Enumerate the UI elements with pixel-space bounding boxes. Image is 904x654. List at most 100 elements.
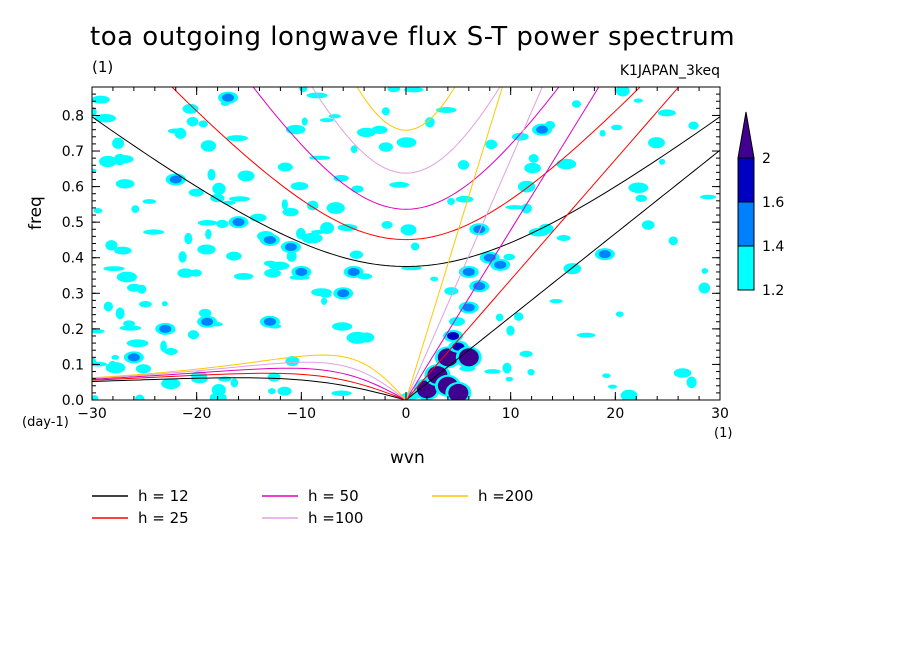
noise-patch <box>319 118 334 123</box>
kelvin-curve <box>405 87 503 400</box>
noise-patch <box>657 109 676 117</box>
noise-patch <box>103 301 113 312</box>
noise-patch <box>455 195 474 203</box>
noise-patch <box>448 316 465 326</box>
noise-patch <box>556 235 571 241</box>
power-patch <box>263 317 276 326</box>
noise-patch <box>177 268 194 278</box>
power-patch <box>447 331 460 340</box>
noise-patch <box>139 300 152 308</box>
rossby-curve <box>92 372 407 400</box>
noise-patch <box>263 260 277 267</box>
colorbar-segment <box>737 201 755 247</box>
noise-patch <box>403 87 424 93</box>
noise-patch <box>447 197 456 206</box>
noise-patch <box>320 222 335 234</box>
noise-patch <box>174 127 187 139</box>
noise-patch <box>228 196 251 202</box>
y-axis-label: freq <box>26 196 46 230</box>
noise-patch <box>299 87 308 93</box>
y-tick-label: 0.6 <box>62 180 84 196</box>
contour-layer <box>92 87 717 400</box>
power-patch <box>462 303 475 312</box>
noise-patch <box>698 282 711 294</box>
noise-patch <box>457 160 470 170</box>
noise-patch <box>198 308 212 318</box>
noise-patch <box>505 205 525 210</box>
noise-patch <box>92 329 105 334</box>
y-axis-units: (day-1) <box>22 415 69 430</box>
noise-patch <box>233 273 254 280</box>
noise-patch <box>521 203 532 214</box>
noise-patch <box>92 168 97 173</box>
noise-patch <box>359 332 375 343</box>
noise-patch <box>381 220 393 229</box>
noise-patch <box>105 362 126 374</box>
noise-patch <box>351 185 364 193</box>
noise-patch <box>527 368 535 376</box>
noise-patch <box>92 395 99 400</box>
noise-patch <box>378 142 393 152</box>
power-patch <box>263 235 276 244</box>
noise-patch <box>326 202 345 214</box>
noise-patch <box>178 251 187 263</box>
noise-patch <box>290 182 309 191</box>
power-patch <box>127 353 140 362</box>
noise-patch <box>127 283 142 292</box>
noise-patch <box>216 219 229 229</box>
y-tick-label: 0.2 <box>62 322 84 338</box>
axis-ticks: −30 −20 −10 0 10 20 30 0.0 0.1 0.2 0.3 0.4 0.5 0.6 0.7… <box>62 87 729 422</box>
power-patch <box>232 218 245 227</box>
power-patch <box>169 175 182 184</box>
kelvin-curve <box>405 87 680 400</box>
noise-patch <box>396 137 417 148</box>
colorbar-label: 1.4 <box>762 239 784 255</box>
noise-patch <box>528 154 539 163</box>
power-patch <box>337 289 350 298</box>
noise-patch <box>688 121 699 130</box>
noise-patch <box>607 384 618 389</box>
noise-patch <box>116 271 138 283</box>
noise-patch <box>103 266 125 272</box>
rossby-curve <box>92 367 407 400</box>
colorbar-label: 1.2 <box>762 283 784 299</box>
noise-patch <box>337 223 358 232</box>
noise-patch <box>92 357 97 366</box>
noise-patch <box>686 376 697 389</box>
noise-patch <box>333 174 349 182</box>
y-tick-label: 0.7 <box>62 144 84 160</box>
noise-patch <box>610 124 623 131</box>
noise-patch <box>576 332 596 338</box>
power-patch <box>494 260 507 269</box>
power-patch <box>598 250 611 259</box>
noise-patch <box>285 124 306 135</box>
x-tick-label: −20 <box>182 406 212 422</box>
noise-patch <box>268 388 276 395</box>
noise-patch <box>436 107 457 114</box>
noise-patch <box>161 378 181 390</box>
noise-patch <box>381 107 390 116</box>
noise-patch <box>356 127 376 138</box>
noise-patch <box>615 87 630 97</box>
noise-patch <box>92 95 110 104</box>
x-tick-label: 0 <box>402 406 411 422</box>
kelvin-curve <box>405 87 543 400</box>
noise-patch <box>160 340 167 352</box>
power-patch <box>295 267 308 276</box>
noise-patch <box>217 196 225 202</box>
noise-patch <box>113 153 127 166</box>
y-tick-label: 0.8 <box>62 108 84 124</box>
legend-label: h = 50 <box>308 487 359 505</box>
noise-patch <box>539 223 554 234</box>
x-tick-label: 10 <box>502 406 520 422</box>
noise-patch <box>648 137 665 149</box>
noise-patch <box>349 250 364 259</box>
inertia-gravity-curve <box>252 87 560 210</box>
noise-patch <box>123 320 136 327</box>
inertia-gravity-curve <box>356 87 456 131</box>
noise-patch <box>286 250 297 262</box>
power-patch <box>448 383 469 400</box>
noise-patch <box>701 267 709 274</box>
noise-patch <box>328 114 341 119</box>
rossby-curve <box>92 377 407 400</box>
